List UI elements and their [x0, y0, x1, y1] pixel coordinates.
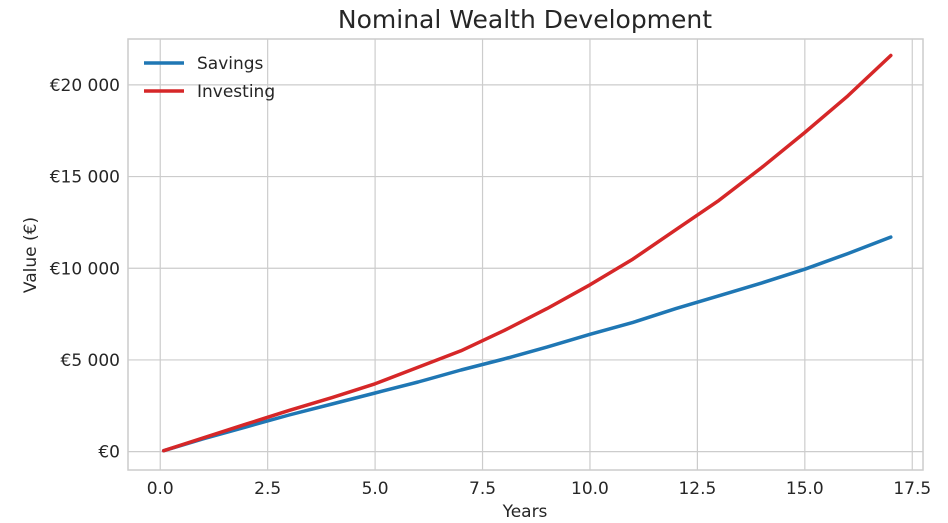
chart-title: Nominal Wealth Development [338, 5, 712, 34]
x-tick-label: 2.5 [254, 479, 281, 499]
y-tick-label: €0 [98, 443, 120, 463]
x-tick-label: 12.5 [678, 479, 716, 499]
y-tick-label: €5 000 [61, 351, 120, 371]
series-lines [161, 53, 893, 453]
x-axis-label: Years [502, 502, 548, 522]
grid [128, 39, 923, 470]
y-tick-label: €10 000 [50, 259, 120, 279]
y-tick-label: €20 000 [50, 76, 120, 96]
legend-label-savings: Savings [197, 54, 264, 74]
x-tick-label: 17.5 [893, 479, 931, 499]
x-tick-label: 7.5 [469, 479, 496, 499]
x-axis-ticks: 0.0 2.5 5.0 7.5 10.0 12.5 15.0 17.5 [147, 479, 931, 499]
series-line-investing [161, 53, 893, 453]
x-tick-label: 5.0 [362, 479, 389, 499]
y-tick-label: €15 000 [50, 168, 120, 188]
series-line-savings [161, 235, 893, 453]
legend: Savings Investing [144, 54, 275, 102]
x-tick-label: 0.0 [147, 479, 174, 499]
x-tick-label: 15.0 [786, 479, 824, 499]
x-tick-label: 10.0 [571, 479, 609, 499]
y-axis-label: Value (€) [21, 217, 41, 293]
y-axis-ticks: €0 €5 000 €10 000 €15 000 €20 000 [50, 76, 120, 463]
plot-frame [127, 38, 924, 471]
legend-label-investing: Investing [197, 82, 275, 102]
